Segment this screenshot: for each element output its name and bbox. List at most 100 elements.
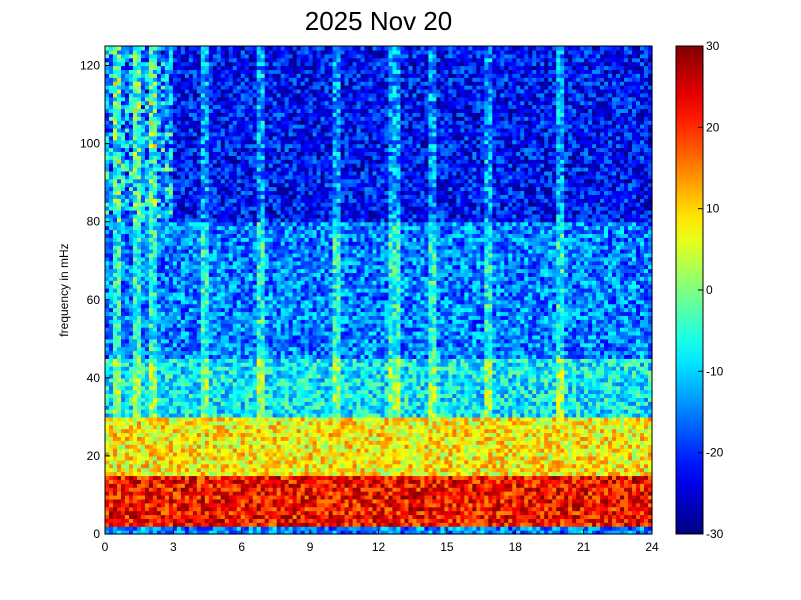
heatmap-cell <box>556 479 561 484</box>
heatmap-cell <box>644 405 649 410</box>
heatmap-cell <box>276 412 282 418</box>
heatmap-cell <box>192 463 198 469</box>
heatmap-cell <box>384 405 390 410</box>
heatmap-cell <box>300 424 306 430</box>
heatmap-cell <box>380 526 386 531</box>
heatmap-cell <box>304 483 310 488</box>
heatmap-cell <box>620 459 625 465</box>
heatmap-cell <box>528 502 533 508</box>
heatmap-cell <box>532 420 537 426</box>
heatmap-cell <box>124 409 130 414</box>
heatmap-cell <box>412 463 418 469</box>
heatmap-cell <box>184 491 190 496</box>
heatmap-cell <box>460 475 465 480</box>
heatmap-cell <box>384 448 390 453</box>
heatmap-cell <box>244 424 250 430</box>
heatmap-cell <box>148 471 154 477</box>
heatmap-cell <box>488 463 493 469</box>
heatmap-cell <box>320 389 326 395</box>
heatmap-cell <box>216 479 222 484</box>
heatmap-cell <box>588 506 593 512</box>
heatmap-cell <box>340 452 346 457</box>
heatmap-cell <box>296 444 302 449</box>
heatmap-cell <box>105 498 110 504</box>
heatmap-cell <box>528 440 533 445</box>
heatmap-cell <box>468 393 473 398</box>
heatmap-cell <box>612 424 617 430</box>
heatmap-cell <box>540 491 545 496</box>
heatmap-cell <box>348 401 354 406</box>
heatmap-cell <box>540 530 545 535</box>
heatmap-cell <box>296 491 302 496</box>
heatmap-cell <box>572 432 577 437</box>
heatmap-cell <box>216 440 222 445</box>
heatmap-cell <box>220 463 226 469</box>
heatmap-cell <box>460 452 465 457</box>
heatmap-cell <box>536 502 541 508</box>
heatmap-cell <box>408 393 414 398</box>
heatmap-cell <box>400 498 406 504</box>
heatmap-cell <box>508 514 513 519</box>
heatmap-cell <box>348 397 354 402</box>
heatmap-cell <box>592 502 597 508</box>
heatmap-cell <box>488 444 493 449</box>
heatmap-cell <box>408 487 414 492</box>
heatmap-cell <box>312 518 318 523</box>
heatmap-cell <box>132 393 138 398</box>
heatmap-cell <box>500 510 505 516</box>
heatmap-cell <box>536 405 541 410</box>
heatmap-cell <box>384 494 390 500</box>
heatmap-cell <box>396 448 402 453</box>
heatmap-cell <box>224 502 230 508</box>
heatmap-cell <box>284 530 290 535</box>
heatmap-cell <box>412 514 418 519</box>
heatmap-cell <box>236 444 242 449</box>
heatmap-cell <box>588 409 593 414</box>
heatmap-cell <box>612 459 617 465</box>
heatmap-cell <box>148 518 154 523</box>
heatmap-cell <box>204 506 210 512</box>
heatmap-cell <box>308 401 314 406</box>
heatmap-cell <box>116 479 122 484</box>
heatmap-cell <box>352 428 358 434</box>
heatmap-cell <box>124 510 130 516</box>
heatmap-cell <box>120 448 126 453</box>
heatmap-cell <box>112 444 118 449</box>
heatmap-cell <box>376 428 382 434</box>
heatmap-cell <box>588 412 593 418</box>
heatmap-cell <box>220 475 226 480</box>
heatmap-cell <box>212 432 218 437</box>
heatmap-cell <box>424 455 430 461</box>
heatmap-cell <box>384 498 390 504</box>
heatmap-cell <box>168 405 174 410</box>
heatmap-cell <box>348 409 354 414</box>
heatmap-cell <box>132 530 138 535</box>
heatmap-cell <box>604 428 609 434</box>
heatmap-cell <box>448 401 453 406</box>
heatmap-cell <box>372 436 378 441</box>
heatmap-cell <box>176 455 182 461</box>
heatmap-cell <box>584 483 589 488</box>
heatmap-cell <box>360 498 366 504</box>
heatmap-cell <box>364 494 370 500</box>
heatmap-cell <box>516 510 521 516</box>
heatmap-cell <box>532 393 537 398</box>
heatmap-cell <box>356 467 362 473</box>
heatmap-cell <box>368 424 374 430</box>
heatmap-cell <box>376 475 382 480</box>
heatmap-cell <box>512 428 517 434</box>
heatmap-cell <box>300 389 306 395</box>
heatmap-cell <box>312 397 318 402</box>
heatmap-cell <box>132 436 138 441</box>
heatmap-cell <box>120 479 126 484</box>
heatmap-cell <box>368 498 374 504</box>
heatmap-cell <box>105 428 110 434</box>
heatmap-cell <box>408 405 414 410</box>
heatmap-cell <box>316 518 322 523</box>
heatmap-cell <box>316 514 322 519</box>
heatmap-cell <box>408 471 414 477</box>
heatmap-cell <box>480 440 485 445</box>
heatmap-cell <box>180 409 186 414</box>
heatmap-cell <box>456 409 461 414</box>
heatmap-cell <box>632 420 637 426</box>
